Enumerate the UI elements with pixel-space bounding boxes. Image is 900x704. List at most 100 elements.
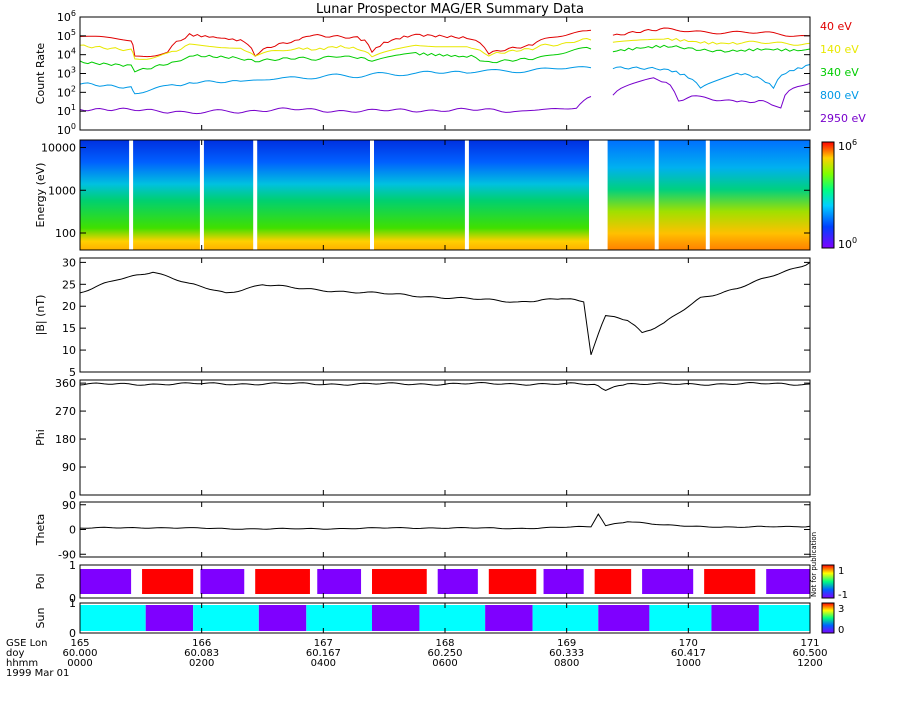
btot-ytick-label: 30	[62, 256, 76, 269]
date-label: 1999 Mar 01	[6, 668, 69, 679]
axis-tick-lon: 167	[314, 638, 333, 649]
axis-tick-doy: 60.333	[549, 648, 584, 659]
spectrogram-gap	[654, 140, 659, 250]
axis-tick-doy: 60.250	[428, 648, 463, 659]
pol-segment	[642, 569, 694, 594]
count-rate-ytick-label: 106	[57, 9, 76, 24]
legend-entry: 340 eV	[820, 66, 859, 79]
sun-segment	[306, 605, 372, 631]
theta-ytick-label: 0	[69, 524, 76, 537]
spectrogram-ylabel: Energy (eV)	[34, 163, 47, 228]
axis-tick-lon: 166	[192, 638, 211, 649]
count-rate-ytick-label: 103	[57, 66, 76, 81]
sun-segment	[485, 605, 533, 631]
axis-tick-hhmm: 0800	[554, 658, 579, 669]
axis-tick-doy: 60.417	[671, 648, 706, 659]
count-rate-series-line	[612, 64, 811, 90]
btot-ylabel: |B| (nT)	[34, 295, 47, 336]
count-rate-series-line	[79, 37, 592, 60]
pol-segment	[317, 569, 362, 594]
count-rate-ytick-label: 101	[57, 103, 76, 118]
pol-colorbar	[821, 564, 835, 599]
sun-colorbar	[821, 602, 835, 634]
sun-colorbar-min: 0	[838, 625, 844, 636]
pol-segment	[142, 569, 194, 594]
pol-segment	[766, 569, 810, 594]
colorbar-max-label: 106	[838, 138, 857, 153]
pol-segment	[372, 569, 427, 594]
spectrogram-ytick-label: 1000	[48, 184, 76, 197]
colorbar-min-label: 100	[838, 236, 857, 251]
sun-segment	[532, 605, 599, 631]
count-rate-ylabel: Count Rate	[34, 43, 47, 105]
spectrogram-gap	[199, 140, 204, 250]
count-rate-legend: 40 eV 140 eV 340 eV 800 eV 2950 eV	[820, 20, 866, 125]
phi-ytick-label: 0	[69, 489, 76, 502]
btot-ytick-label: 25	[62, 278, 76, 291]
axis-tick-lon: 168	[435, 638, 454, 649]
spectrogram-gap	[603, 140, 608, 250]
count-rate-series-line	[612, 37, 811, 46]
phi-ytick-label: 180	[55, 433, 76, 446]
axis-tick-hhmm: 0400	[311, 658, 336, 669]
theta-frame	[79, 501, 811, 558]
figure-title: Lunar Prospector MAG/ER Summary Data	[316, 2, 584, 17]
sun-segment	[758, 605, 810, 631]
pol-segment	[200, 569, 245, 594]
pol-ytick-label: 0	[69, 592, 76, 605]
axis-tick-hhmm: 1000	[676, 658, 701, 669]
count-rate-ytick-label: 105	[57, 28, 76, 43]
pol-segment	[594, 569, 632, 594]
legend-entry: 2950 eV	[820, 112, 866, 125]
axis-tick-hhmm: 1200	[797, 658, 822, 669]
btot-ytick-label: 20	[62, 300, 76, 313]
count-rate-series-line	[79, 66, 592, 95]
legend-entry: 140 eV	[820, 43, 859, 56]
sun-segment	[419, 605, 486, 631]
sun-segment	[598, 605, 650, 631]
sun-segment	[80, 605, 146, 631]
theta-ylabel: Theta	[34, 514, 47, 547]
count-rate-ytick-label: 102	[57, 84, 76, 99]
sun-colorbar-max: 3	[838, 604, 844, 615]
axis-row-label: hhmm	[6, 658, 38, 669]
count-rate-series-line	[79, 46, 592, 73]
axis-tick-hhmm: 0000	[67, 658, 92, 669]
btot-line	[79, 261, 811, 355]
count-rate-series-line	[612, 27, 811, 37]
spectrogram-gap	[464, 140, 469, 250]
pol-segment	[488, 569, 537, 594]
spectrogram-gap	[589, 140, 604, 250]
sun-segment	[193, 605, 259, 631]
axis-row-label: GSE Lon	[6, 638, 47, 649]
sun-segment	[711, 605, 759, 631]
phi-frame	[79, 379, 811, 496]
pol-segment	[704, 569, 756, 594]
axis-tick-doy: 60.500	[793, 648, 828, 659]
axis-tick-hhmm: 0600	[432, 658, 457, 669]
phi-ytick-label: 270	[55, 405, 76, 418]
axis-tick-lon: 171	[800, 638, 819, 649]
spectrogram-fill	[80, 140, 591, 250]
btot-frame	[79, 257, 811, 373]
sun-segment	[372, 605, 420, 631]
spectrogram-colorbar	[821, 141, 835, 249]
axis-tick-doy: 60.083	[184, 648, 219, 659]
sun-ytick-label: 1	[69, 597, 76, 610]
phi-ylabel: Phi	[34, 429, 47, 446]
axis-tick-hhmm: 0200	[189, 658, 214, 669]
theta-line	[79, 513, 811, 530]
spectrogram-ytick-label: 100	[55, 227, 76, 240]
btot-ytick-label: 10	[62, 344, 76, 357]
pol-segment	[80, 569, 132, 594]
legend-entry: 40 eV	[820, 20, 852, 33]
count-rate-series-line	[612, 44, 811, 53]
axis-tick-doy: 60.000	[63, 648, 98, 659]
pol-ylabel: Pol	[34, 573, 47, 589]
pol-ytick-label: 1	[69, 559, 76, 572]
theta-ytick-label: 90	[62, 499, 76, 512]
axis-tick-lon: 169	[557, 638, 576, 649]
btot-ytick-label: 5	[69, 366, 76, 379]
